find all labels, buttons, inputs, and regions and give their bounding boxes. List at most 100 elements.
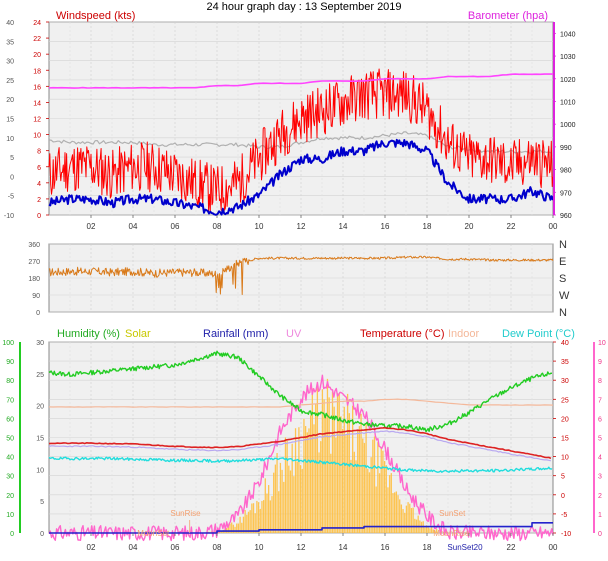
rain-tick-label: 5 [40, 499, 44, 506]
wind-tick-label: 6 [37, 165, 41, 172]
compass-tick-label: N [559, 307, 567, 319]
humidity-tick-label: 100 [2, 340, 14, 347]
wind-outer-tick-label: 20 [6, 97, 14, 104]
wind-tick-label: 0 [37, 213, 41, 220]
wind-tick-label: 22 [33, 36, 41, 43]
rain-tick-label: 15 [36, 436, 44, 443]
x-tick-label: 10 [255, 543, 264, 552]
wind-tick-label: 10 [33, 133, 41, 140]
barometer-tick-label: 990 [560, 145, 572, 152]
wind-panel-series [48, 68, 554, 216]
rainfall-series [49, 521, 553, 534]
x-tick-label: 02 [87, 543, 96, 552]
indoor-series [48, 398, 554, 408]
x-tick-label: 12 [297, 543, 306, 552]
humidity-legend: Humidity (%) [57, 328, 120, 340]
compass-tick-label: E [559, 256, 566, 268]
moonset-annotation: MoonSet [137, 529, 170, 538]
x-tick-label: 06 [171, 222, 180, 231]
humidity-tick-label: 40 [6, 455, 14, 462]
temperature-tick-label: 35 [561, 359, 569, 366]
wind-tick-label: 24 [33, 20, 41, 27]
compass-tick-label: S [559, 273, 566, 285]
temperature-tick-label: 0 [561, 493, 565, 500]
compass-tick-label: N [559, 239, 567, 251]
humidity-tick-label: 60 [6, 416, 14, 423]
rain-tick-label: 10 [36, 467, 44, 474]
wind-outer-tick-label: -5 [8, 194, 14, 201]
direction-panel-series [48, 255, 554, 295]
x-tick-label: 08 [213, 543, 222, 552]
humidity-tick-label: 30 [6, 474, 14, 481]
wind-outer-tick-label: 35 [6, 39, 14, 46]
x-tick-label: 18 [423, 543, 432, 552]
x-tick-label: 16 [381, 543, 390, 552]
temperature-tick-label: 40 [561, 340, 569, 347]
x-tick-label: 14 [339, 222, 348, 231]
wind-tick-label: 2 [37, 197, 41, 204]
x-tick-label: 18 [423, 222, 432, 231]
wind-outer-tick-label: 25 [6, 78, 14, 85]
wind-outer-tick-label: 30 [6, 59, 14, 66]
barometer-tick-label: 1010 [560, 99, 576, 106]
temperature-tick-label: 10 [561, 455, 569, 462]
temperature-tick-label: -10 [561, 531, 571, 538]
wind-tick-label: 16 [33, 84, 41, 91]
temperature-tick-label: 30 [561, 378, 569, 385]
x-tick-label: 06 [171, 543, 180, 552]
temperature-tick-label: 25 [561, 397, 569, 404]
rain-tick-label: 20 [36, 404, 44, 411]
barometer-tick-label: 960 [560, 213, 572, 220]
uv-tick-label: 3 [598, 474, 602, 481]
x-tick-label: 16 [381, 222, 390, 231]
feels-like-series [48, 430, 552, 462]
temperature-tick-label: 5 [561, 474, 565, 481]
sunrise-annotation: SunRise [170, 509, 201, 518]
x-tick-label: 12 [297, 222, 306, 231]
direction-tick-label: 270 [28, 259, 40, 266]
barometer-tick-label: 1040 [560, 31, 576, 38]
x-tick-label: 08 [213, 222, 222, 231]
barometer-tick-label: 980 [560, 168, 572, 175]
humidity-tick-label: 20 [6, 493, 14, 500]
barometer-tick-label: 1030 [560, 54, 576, 61]
barometer-tick-label: 970 [560, 190, 572, 197]
uv-tick-label: 10 [598, 340, 606, 347]
x-tick-label: 00 [549, 222, 558, 231]
humidity-tick-label: 80 [6, 378, 14, 385]
uv-tick-label: 4 [598, 455, 602, 462]
indoor-legend: Indoor [448, 328, 480, 340]
direction-tick-label: 0 [36, 310, 40, 317]
uv-tick-label: 1 [598, 512, 602, 519]
barometer-label: Barometer (hpa) [468, 10, 548, 22]
direction-tick-label: 180 [28, 276, 40, 283]
uv-tick-label: 5 [598, 436, 602, 443]
direction-panel-grid [49, 243, 553, 313]
wind-barometer-panel: -10-505101520253035400246810121416182022… [4, 20, 576, 231]
humidity-series [48, 350, 553, 433]
x-tick-label: 04 [129, 222, 138, 231]
wind-tick-label: 4 [37, 181, 41, 188]
humidity-tick-label: 10 [6, 512, 14, 519]
direction-tick-label: 360 [28, 242, 40, 249]
windspeed-label: Windspeed (kts) [56, 10, 135, 22]
wind-tick-label: 12 [33, 117, 41, 124]
wind-direction-series [48, 255, 554, 295]
x-tick-label: 22 [507, 222, 516, 231]
dewpoint-legend: Dew Point (°C) [502, 328, 575, 340]
uv-tick-label: 0 [598, 531, 602, 538]
uv-tick-label: 2 [598, 493, 602, 500]
humidity-tick-label: 70 [6, 397, 14, 404]
uv-legend: UV [286, 328, 302, 340]
humidity-tick-label: 90 [6, 359, 14, 366]
sunset-annotation: SunSet [439, 509, 466, 518]
barometer-series [48, 73, 553, 89]
solar-legend: Solar [125, 328, 151, 340]
rain-tick-label: 25 [36, 372, 44, 379]
windspeed-series [48, 68, 554, 213]
uv-tick-label: 9 [598, 359, 602, 366]
wind-outer-tick-label: 15 [6, 117, 14, 124]
